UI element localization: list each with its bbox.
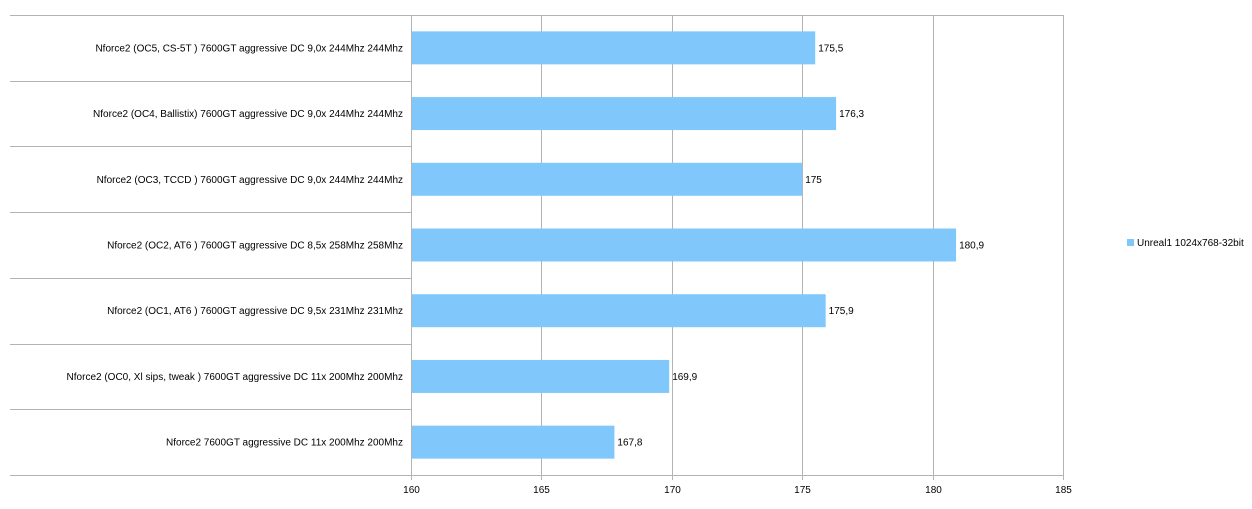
category-label: Nforce2 (OC3, TCCD ) 7600GT aggressive D… — [97, 175, 403, 186]
x-tick-label: 170 — [664, 485, 681, 496]
legend: Unreal1 1024x768-32bit — [1127, 238, 1244, 249]
category-labels: Nforce2 (OC5, CS-5T ) 7600GT aggressive … — [67, 43, 403, 448]
bar — [411, 31, 816, 65]
category-label: Nforce2 (OC4, Ballistix) 7600GT aggressi… — [93, 109, 403, 120]
x-tick-label: 185 — [1055, 485, 1072, 496]
category-label: Nforce2 (OC5, CS-5T ) 7600GT aggressive … — [95, 43, 403, 54]
legend-label: Unreal1 1024x768-32bit — [1137, 238, 1244, 249]
bar — [411, 97, 837, 131]
bar — [411, 294, 826, 328]
bars — [411, 31, 957, 459]
x-tick-label: 165 — [533, 485, 550, 496]
data-label: 167,8 — [617, 438, 642, 449]
data-label: 169,9 — [672, 372, 697, 383]
bar — [411, 228, 957, 262]
bar — [411, 359, 670, 393]
data-label: 175,9 — [829, 306, 854, 317]
data-label: 175 — [805, 175, 822, 186]
category-label: Nforce2 (OC2, AT6 ) 7600GT aggressive DC… — [107, 241, 403, 252]
data-label: 180,9 — [959, 241, 984, 252]
x-tick-label: 160 — [403, 485, 420, 496]
x-tick-label: 175 — [794, 485, 811, 496]
bar — [411, 162, 803, 196]
data-label: 176,3 — [839, 109, 864, 120]
grid-lines — [10, 15, 1064, 476]
legend-swatch — [1127, 239, 1134, 246]
x-axis-tick-labels: 160 165 170 175 180 185 — [403, 485, 1072, 496]
data-labels: 175,5 176,3 175 180,9 175,9 169,9 167,8 — [617, 43, 984, 448]
category-label: Nforce2 7600GT aggressive DC 11x 200Mhz … — [166, 438, 403, 449]
data-label: 175,5 — [818, 43, 843, 54]
axes — [411, 15, 1064, 480]
category-label: Nforce2 (OC1, AT6 ) 7600GT aggressive DC… — [107, 306, 403, 317]
bar — [411, 425, 615, 459]
category-label: Nforce2 (OC0, Xl sips, tweak ) 7600GT ag… — [67, 372, 403, 383]
x-tick-label: 180 — [925, 485, 942, 496]
